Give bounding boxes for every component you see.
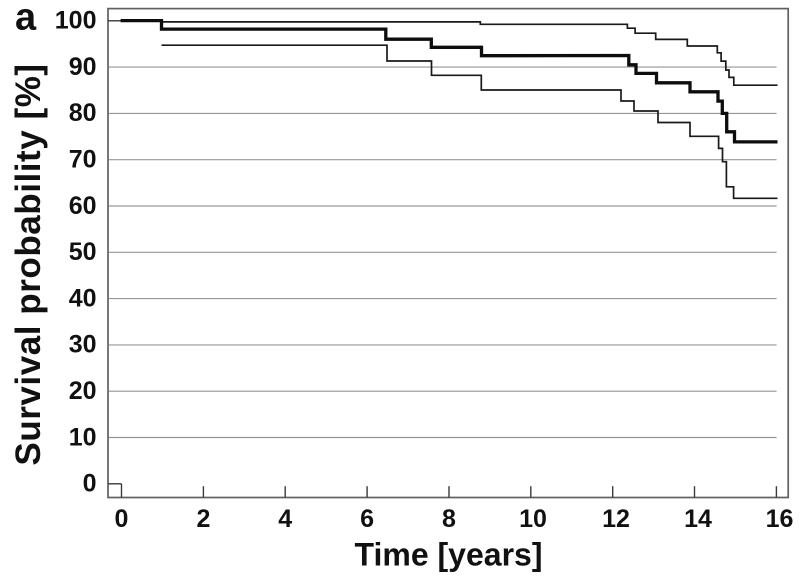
svg-text:10: 10 — [69, 423, 97, 451]
svg-text:30: 30 — [69, 331, 97, 359]
svg-text:10: 10 — [519, 505, 547, 533]
svg-text:2: 2 — [196, 505, 210, 533]
svg-text:4: 4 — [278, 505, 292, 533]
svg-text:a: a — [15, 0, 37, 39]
svg-text:40: 40 — [69, 284, 97, 312]
svg-text:80: 80 — [69, 99, 97, 127]
svg-text:16: 16 — [766, 505, 794, 533]
svg-text:50: 50 — [69, 238, 97, 266]
svg-text:100: 100 — [55, 7, 97, 35]
svg-text:6: 6 — [360, 505, 374, 533]
svg-text:8: 8 — [442, 505, 456, 533]
svg-text:14: 14 — [684, 505, 712, 533]
svg-text:0: 0 — [83, 470, 97, 498]
svg-text:20: 20 — [69, 377, 97, 405]
svg-text:Time [years]: Time [years] — [355, 537, 543, 573]
svg-text:12: 12 — [602, 505, 630, 533]
svg-text:90: 90 — [69, 53, 97, 81]
svg-text:60: 60 — [69, 192, 97, 220]
svg-text:Survival probability [%]: Survival probability [%] — [9, 63, 48, 465]
svg-text:70: 70 — [69, 146, 97, 174]
svg-text:0: 0 — [115, 505, 129, 533]
